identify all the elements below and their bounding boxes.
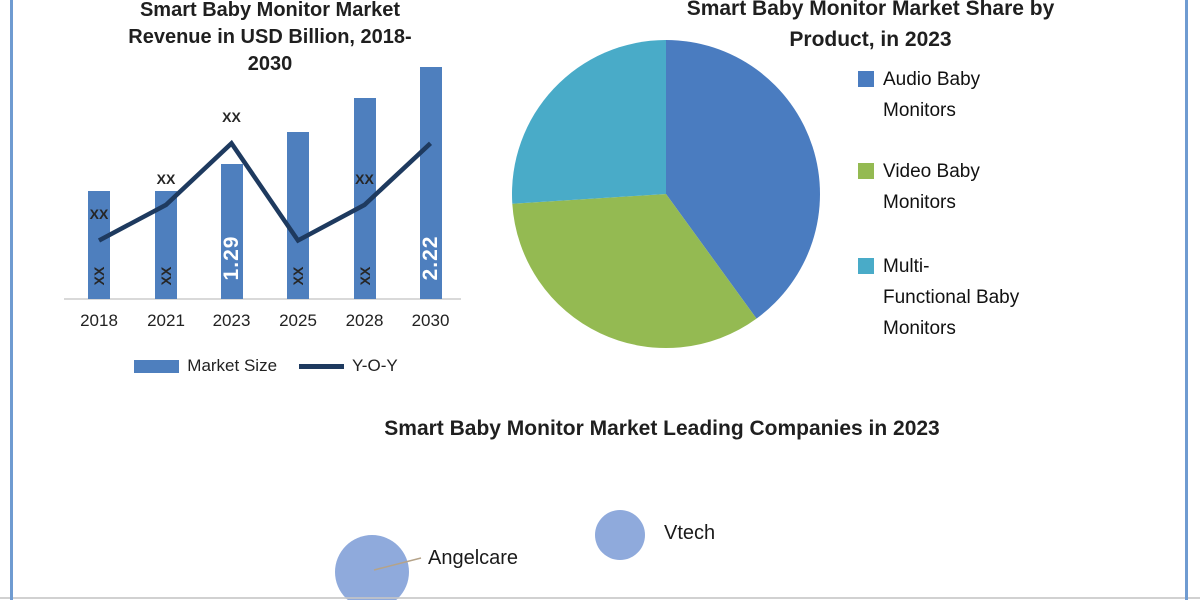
multi-functional-baby-monitors-swatch [858,258,874,274]
right-border [1185,0,1188,600]
revenue-title-line-1: Smart Baby Monitor Market [139,0,401,21]
yoy-legend-label: Y-O-Y [352,356,398,375]
multi-functional-baby-monitors-label: Multi- Functional Baby Monitors [883,251,1019,344]
yoy-label-2021: XX [156,170,176,187]
yoy-label-2018: XX [89,206,109,223]
pie-chart-title: Smart Baby Monitor Market Share by Produ… [618,0,1123,55]
multi-label-line-2: Functional Baby [883,287,1020,308]
bottom-edge-line [0,597,1200,599]
yoy-label-2023: XX [222,109,241,126]
x-axis-line [64,298,461,300]
yoy-label-2028: XX [355,170,374,187]
bar-label-2028: XX [356,266,373,286]
pie-title-line-1: Smart Baby Monitor Market Share by [686,0,1055,20]
bubble-vtech [595,510,645,560]
left-border [10,0,13,600]
bar-label-2018: XX [91,266,107,286]
market-size-legend-item: Market Size [134,356,277,376]
audio-baby-monitors-swatch [858,71,874,87]
audio-baby-monitors-label: Audio Baby Monitors [883,64,980,126]
yoy-line-swatch [299,363,345,369]
x-axis-label-2018: 2018 [80,311,118,330]
pie-slice-video-baby-monitors [512,194,757,349]
pie-slice-audio-baby-monitors [666,40,820,319]
bar-label-2023: 1.29 [219,235,243,281]
bar-label-2025: XX [290,266,306,286]
revenue-title-line-2: Revenue in USD Billion, 2018- [128,26,412,48]
revenue-chart-title: Smart Baby Monitor Market Revenue in USD… [70,0,470,78]
bar-label-2030: 2.22 [418,235,442,281]
audio-label-line-2: Monitors [883,100,956,121]
multi-label-line-1: Multi- [883,256,930,277]
multi-label-line-3: Monitors [883,318,956,339]
bubble-angelcare [335,535,409,600]
pie-slice-multi-functional-baby-monitors [511,39,666,204]
yoy-line [97,139,433,244]
audio-label-line-1: Audio Baby [883,69,981,90]
x-axis-label-2021: 2021 [147,311,185,330]
pie-title-line-2: Product, in 2023 [789,28,952,51]
yoy-legend-item: Y-O-Y [299,356,398,376]
video-label-line-1: Video Baby [883,161,980,182]
legend-item-multi-functional-baby-monitors: Multi- Functional Baby Monitors [858,251,1019,344]
revenue-title-line-3: 2030 [247,53,293,75]
legend-item-audio-baby-monitors: Audio Baby Monitors [858,64,980,126]
video-label-line-2: Monitors [883,192,956,213]
bubble-title-text: Smart Baby Monitor Market Leading Compan… [384,417,940,440]
bubble-chart-title: Smart Baby Monitor Market Leading Compan… [312,416,1012,442]
legend-item-video-baby-monitors: Video Baby Monitors [858,156,980,218]
market-size-legend-label: Market Size [187,356,278,375]
angelcare-label: Angelcare [428,547,519,569]
vtech-label: Vtech [664,522,716,544]
pie-graphic [511,39,820,349]
x-axis-label-2025: 2025 [279,311,317,330]
video-baby-monitors-label: Video Baby Monitors [883,156,980,218]
x-axis-label-2030: 2030 [411,311,450,330]
x-axis-label-2023: 2023 [212,311,251,330]
revenue-legend: Market Size Y-O-Y [60,356,472,376]
market-size-swatch [134,359,180,373]
x-axis-label-2028: 2028 [345,311,384,330]
bar-label-2021: XX [158,266,174,286]
video-baby-monitors-swatch [858,163,874,179]
